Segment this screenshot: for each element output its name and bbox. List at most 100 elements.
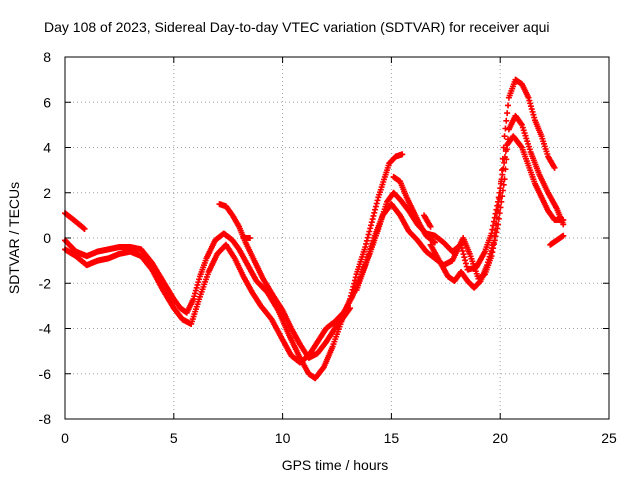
data-point <box>368 222 374 229</box>
data-point <box>462 260 469 267</box>
data-point <box>364 234 371 241</box>
data-point <box>505 102 512 109</box>
x-tick-label: 20 <box>492 430 508 446</box>
data-point <box>190 296 197 303</box>
data-point <box>347 305 354 312</box>
data-point <box>194 281 201 288</box>
data-point <box>501 133 508 140</box>
data-point <box>372 203 379 210</box>
data-point <box>527 100 534 107</box>
data-point <box>191 293 198 300</box>
series-track-10 <box>421 212 434 230</box>
axis-ticks: 0 5 10 15 20 25 -8 -6 -4 -2 0 2 4 6 8 <box>39 49 617 446</box>
data-point <box>493 220 500 227</box>
y-tick-label: -8 <box>39 411 52 427</box>
data-point <box>461 254 468 261</box>
data-point <box>499 155 506 162</box>
data-point <box>246 235 253 241</box>
data-point <box>192 290 199 297</box>
x-tick-label: 10 <box>275 430 291 446</box>
data-point <box>518 120 525 127</box>
data-point <box>427 223 434 230</box>
data-point <box>518 143 525 150</box>
data-point <box>500 181 507 188</box>
data-point <box>196 276 203 283</box>
x-tick-label: 0 <box>61 430 69 446</box>
data-point <box>488 248 495 255</box>
data-point <box>504 146 511 153</box>
data-point <box>527 103 534 110</box>
data-point <box>431 239 438 246</box>
x-tick-label: 5 <box>170 430 178 446</box>
data-point <box>492 227 499 234</box>
series-track-9 <box>240 235 253 241</box>
data-point <box>373 200 380 207</box>
data-point <box>484 259 491 266</box>
data-point <box>505 136 512 143</box>
data-point <box>526 97 533 104</box>
data-point <box>489 245 496 252</box>
data-point <box>374 197 381 204</box>
y-tick-label: -2 <box>39 275 52 291</box>
data-point <box>501 176 508 183</box>
data-point <box>530 111 537 118</box>
data-point <box>498 178 505 185</box>
x-tick-label: 15 <box>384 430 400 446</box>
data-point <box>488 230 495 237</box>
data-point <box>489 242 496 249</box>
data-point <box>486 253 493 260</box>
data-point <box>195 279 202 286</box>
data-point <box>484 262 491 269</box>
y-tick-label: -4 <box>39 321 52 337</box>
series-track-2 <box>62 151 406 382</box>
data-point <box>362 244 369 251</box>
data-point <box>371 209 378 216</box>
data-point <box>497 189 504 196</box>
data-point <box>365 231 372 238</box>
series-track-7 <box>427 76 558 291</box>
y-tick-label: 6 <box>43 94 51 110</box>
data-point <box>528 106 535 113</box>
data-point <box>498 167 505 174</box>
data-point <box>493 214 500 221</box>
data-point <box>368 219 375 226</box>
data-point <box>490 239 497 246</box>
data-point <box>192 287 199 294</box>
y-tick-label: -6 <box>39 366 52 382</box>
y-axis-label: SDTVAR / TECUs <box>6 182 22 294</box>
y-tick-label: 8 <box>43 49 51 65</box>
data-point <box>81 225 88 232</box>
data-point <box>193 284 200 291</box>
data-point <box>504 110 511 117</box>
data-point <box>366 228 373 235</box>
data-point <box>495 202 502 209</box>
data-point <box>500 144 507 151</box>
data-point <box>491 233 498 240</box>
data-point <box>503 117 510 124</box>
series-track-6 <box>390 173 438 246</box>
y-tick-label: 4 <box>43 140 51 156</box>
data-point <box>496 195 503 202</box>
data-point <box>370 212 377 219</box>
x-tick-label: 25 <box>601 430 617 446</box>
series-track-8 <box>547 232 567 248</box>
data-point <box>369 216 376 223</box>
y-tick-label: 0 <box>43 230 51 246</box>
data-point <box>363 237 370 244</box>
data-point <box>352 274 359 281</box>
data-point <box>485 256 492 263</box>
data-point <box>502 125 509 132</box>
data-point <box>367 225 374 232</box>
grid <box>65 57 609 419</box>
data-point <box>363 240 370 247</box>
data-point <box>399 151 406 158</box>
data-point <box>560 232 567 239</box>
data-point <box>459 248 466 255</box>
x-axis-label: GPS time / hours <box>282 457 389 473</box>
data-point <box>494 208 501 215</box>
data-point <box>529 108 536 115</box>
data-point <box>551 164 558 171</box>
data-point <box>346 306 353 313</box>
